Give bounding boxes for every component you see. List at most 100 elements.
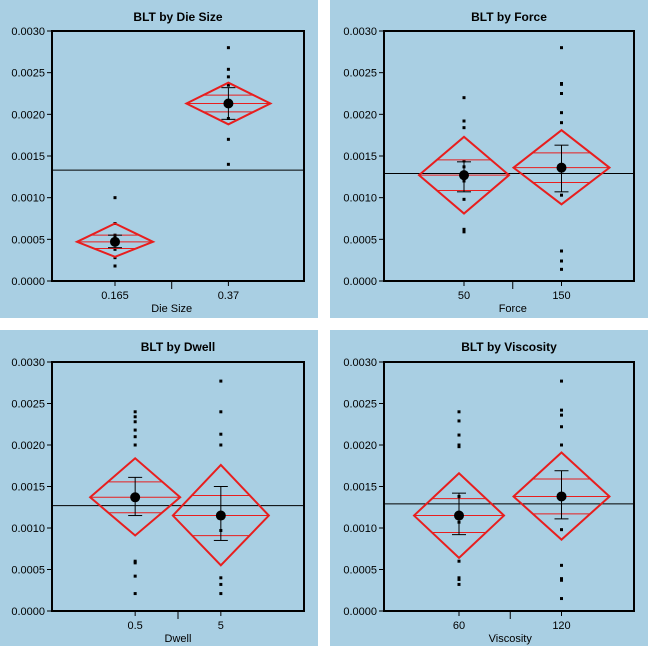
chart-title: BLT by Viscosity xyxy=(461,340,557,354)
data-point xyxy=(560,111,563,115)
data-point xyxy=(219,582,223,586)
data-point xyxy=(133,410,137,414)
data-point xyxy=(560,82,563,86)
chart-title: BLT by Die Size xyxy=(133,10,222,24)
x-tick-label: 50 xyxy=(458,290,470,302)
data-point xyxy=(462,230,466,234)
mean-marker xyxy=(215,510,226,521)
y-tick-label: 0.0015 xyxy=(343,151,377,163)
data-point xyxy=(219,379,223,383)
x-tick-label: 150 xyxy=(552,290,570,302)
mean-marker xyxy=(130,492,141,503)
y-tick-label: 0.0025 xyxy=(11,399,45,411)
data-point xyxy=(560,563,563,567)
chart-title: BLT by Force xyxy=(471,10,547,24)
data-point xyxy=(462,119,466,123)
y-tick-label: 0.0025 xyxy=(11,68,45,80)
data-point xyxy=(457,410,461,414)
y-tick-label: 0.0015 xyxy=(343,482,377,494)
y-tick-label: 0.0020 xyxy=(11,440,45,452)
data-point xyxy=(133,428,137,432)
x-tick-label: 0.165 xyxy=(101,290,129,302)
mean-marker xyxy=(110,236,120,247)
data-point xyxy=(462,197,466,201)
data-point xyxy=(226,137,230,141)
mean-marker xyxy=(556,491,567,502)
data-point xyxy=(219,410,223,414)
data-point xyxy=(219,443,223,447)
chart-title: BLT by Dwell xyxy=(141,340,215,354)
data-point xyxy=(113,196,117,200)
y-tick-label: 0.0030 xyxy=(343,357,377,369)
chart-panel: BLT by Dwell 0.0000 0.0005 0.0010 0.0015 0.00… xyxy=(0,330,318,646)
data-point xyxy=(560,578,563,582)
data-point xyxy=(133,592,137,596)
data-point xyxy=(113,247,117,251)
data-point xyxy=(226,67,230,71)
y-tick-label: 0.0020 xyxy=(11,109,45,121)
data-point xyxy=(133,561,137,565)
data-point xyxy=(133,415,137,419)
data-point xyxy=(462,126,466,130)
data-point xyxy=(219,432,223,436)
y-tick-label: 0.0015 xyxy=(11,151,45,163)
y-tick-label: 0.0030 xyxy=(343,26,377,38)
data-point xyxy=(226,83,230,87)
x-tick-label: 5 xyxy=(218,620,224,632)
data-point xyxy=(457,433,461,437)
chart-panel: BLT by Viscosity 0.0000 0.0005 0.0010 0.0015… xyxy=(330,330,648,646)
data-point xyxy=(560,121,563,125)
data-point xyxy=(560,597,563,601)
y-tick-label: 0.0010 xyxy=(343,523,377,535)
y-tick-label: 0.0030 xyxy=(11,357,45,369)
data-point xyxy=(457,445,461,449)
data-point xyxy=(560,249,563,253)
plot-frame xyxy=(383,30,635,282)
data-point xyxy=(560,413,563,417)
y-tick-label: 0.0020 xyxy=(343,109,377,121)
data-point xyxy=(457,443,461,447)
data-point xyxy=(226,75,230,79)
data-point xyxy=(560,443,563,447)
y-tick-label: 0.0005 xyxy=(11,234,45,246)
y-tick-label: 0.0000 xyxy=(11,276,45,288)
data-point xyxy=(560,577,563,581)
data-point xyxy=(226,46,230,50)
x-tick-label: 120 xyxy=(552,620,570,632)
data-point xyxy=(560,528,563,532)
data-point xyxy=(133,559,137,563)
y-tick-label: 0.0000 xyxy=(11,606,45,618)
data-point xyxy=(226,162,230,166)
y-tick-label: 0.0010 xyxy=(11,193,45,205)
data-point xyxy=(133,420,137,424)
plot-frame xyxy=(383,361,635,612)
x-axis-label: Die Size xyxy=(151,303,192,315)
y-tick-label: 0.0010 xyxy=(11,523,45,535)
data-point xyxy=(133,443,137,447)
chart-panel: BLT by Die Size 0.0000 0.0005 0.0010 0.0015 0… xyxy=(0,0,318,318)
mean-marker xyxy=(459,170,469,181)
x-axis-label: Force xyxy=(499,303,527,315)
data-point xyxy=(560,193,563,197)
y-tick-label: 0.0025 xyxy=(343,399,377,411)
data-point xyxy=(560,408,563,412)
data-point xyxy=(560,267,563,271)
mean-marker xyxy=(556,162,567,173)
data-point xyxy=(457,419,461,423)
y-tick-label: 0.0020 xyxy=(343,440,377,452)
data-point xyxy=(457,559,461,563)
plot-frame xyxy=(51,30,305,282)
data-point xyxy=(113,264,117,268)
data-point xyxy=(457,582,461,586)
y-tick-label: 0.0030 xyxy=(11,26,45,38)
panel-background xyxy=(0,0,318,318)
chart-panel: BLT by Force 0.0000 0.0005 0.0010 0.0015 0.00… xyxy=(330,0,648,318)
mean-marker xyxy=(223,98,234,109)
x-axis-label: Dwell xyxy=(165,633,192,645)
y-tick-label: 0.0000 xyxy=(343,606,377,618)
y-tick-label: 0.0025 xyxy=(343,68,377,80)
data-point xyxy=(133,574,137,578)
x-tick-label: 0.5 xyxy=(128,620,143,632)
